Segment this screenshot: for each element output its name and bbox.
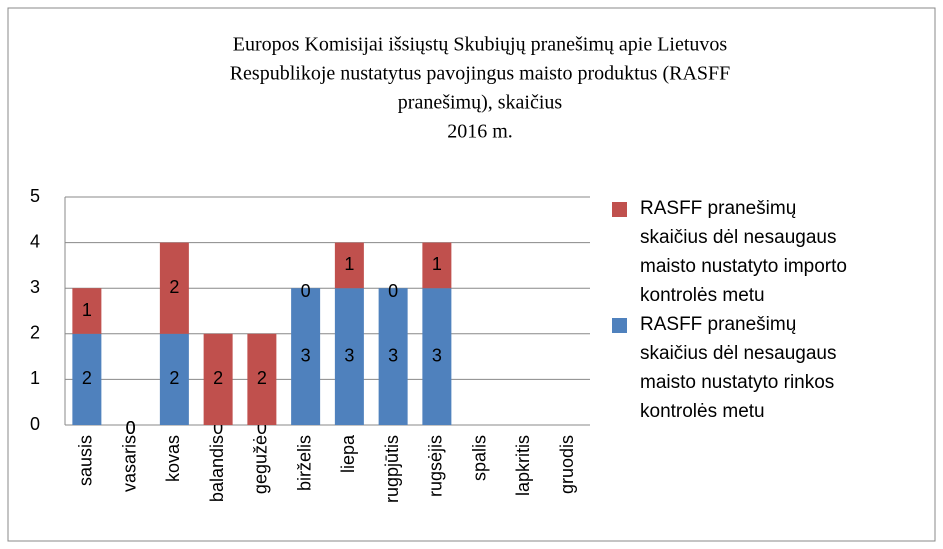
bar-segment [378, 288, 408, 425]
y-tick-label: 0 [30, 414, 40, 434]
chart-title: Europos Komisijai išsiųstų Skubiųjų pran… [233, 34, 728, 56]
data-label: 1 [432, 254, 442, 274]
data-label: 0 [257, 418, 267, 438]
x-tick-label: lapkritis [513, 435, 533, 496]
y-tick-label: 4 [30, 231, 40, 251]
data-label: 0 [388, 281, 398, 301]
legend-item: RASFF pranešimų skaičius dėl nesaugaus m… [612, 194, 942, 310]
bar-segment [334, 242, 364, 289]
data-label: 0 [213, 418, 223, 438]
data-label: 2 [169, 277, 179, 297]
bar-segment [72, 333, 102, 425]
data-label: 3 [388, 345, 398, 365]
y-tick-label: 2 [30, 323, 40, 343]
bar-segment [334, 288, 364, 425]
x-tick-label: vasaris [119, 435, 139, 492]
chart-title: 2016 m. [447, 121, 513, 143]
data-label: 0 [126, 418, 136, 438]
data-label: 0 [126, 418, 136, 438]
data-label: 2 [82, 368, 92, 388]
y-tick-label: 5 [30, 186, 40, 206]
data-label: 2 [257, 368, 267, 388]
chart-title: pranešimų), skaičius [398, 92, 563, 114]
data-label: 0 [301, 281, 311, 301]
legend-swatch [612, 318, 627, 333]
bar-segment [159, 333, 189, 425]
y-tick-label: 3 [30, 277, 40, 297]
data-label: 3 [344, 345, 354, 365]
data-label: 3 [301, 345, 311, 365]
x-tick-label: balandis [207, 435, 227, 502]
x-tick-label: liepa [338, 434, 358, 473]
data-label: 3 [432, 345, 442, 365]
x-tick-label: gegužė [251, 435, 271, 494]
bar-segment [291, 288, 321, 425]
legend: RASFF pranešimų skaičius dėl nesaugaus m… [612, 194, 942, 426]
y-tick-label: 1 [30, 368, 40, 388]
bar-segment [72, 288, 102, 334]
bar-segment [247, 333, 277, 425]
x-tick-label: kovas [163, 435, 183, 482]
legend-label: RASFF pranešimų skaičius dėl nesaugaus m… [640, 198, 847, 306]
bar-segment [422, 242, 452, 289]
chart-title: Respublikoje nustatytus pavojingus maist… [230, 63, 731, 85]
data-label: 2 [213, 368, 223, 388]
bar-segment [159, 242, 189, 334]
legend-label: RASFF pranešimų skaičius dėl nesaugaus m… [640, 314, 837, 422]
x-tick-label: birželis [294, 435, 314, 491]
data-label: 1 [82, 300, 92, 320]
bar-segment [203, 333, 233, 425]
data-label: 1 [344, 254, 354, 274]
x-tick-label: rugsėjis [426, 435, 446, 497]
legend-swatch [612, 202, 627, 217]
bar-segment [422, 288, 452, 425]
x-tick-label: rugpjūtis [382, 435, 402, 503]
data-label: 2 [169, 368, 179, 388]
x-tick-label: sausis [76, 435, 96, 486]
chart-border [7, 7, 936, 542]
x-tick-label: gruodis [557, 435, 577, 494]
x-tick-label: spalis [469, 435, 489, 481]
legend-item: RASFF pranešimų skaičius dėl nesaugaus m… [612, 310, 942, 426]
